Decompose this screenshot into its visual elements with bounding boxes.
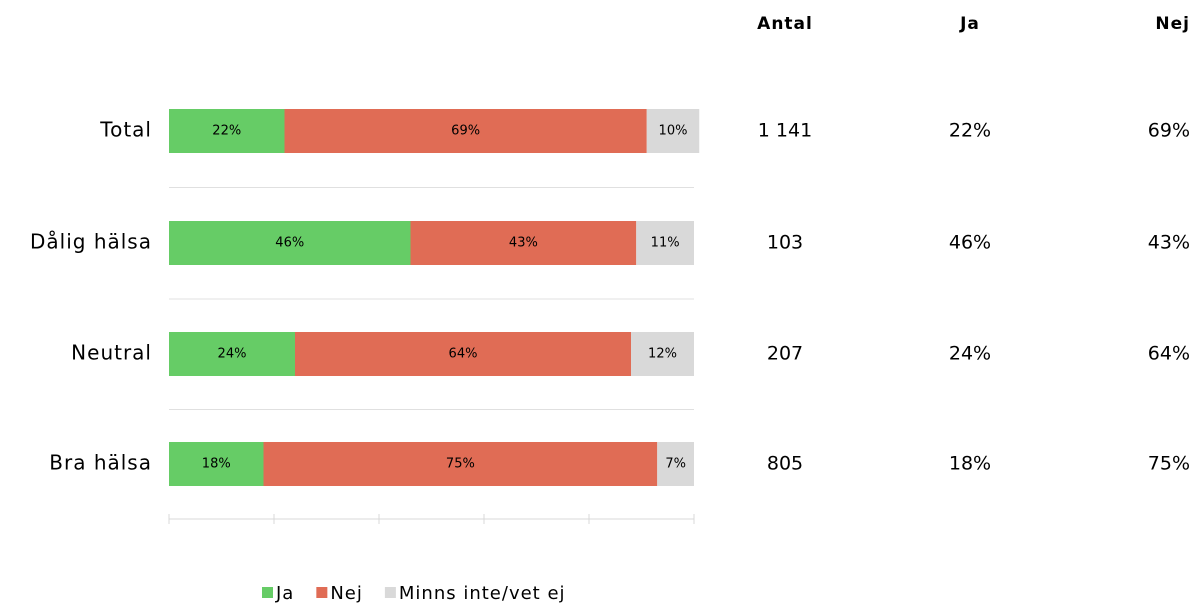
table-cell: 207 [767,343,803,365]
table-header: Ja [959,14,980,34]
table-cell: 64% [1148,343,1190,365]
bar-value-label: 18% [202,457,231,472]
bar-segment [631,332,694,376]
legend-swatch [262,587,273,598]
bar-value-label: 75% [446,457,475,472]
legend-swatch [384,587,396,598]
bar-value-label: 7% [665,457,686,472]
table-header: Nej [1155,14,1190,34]
bar-value-label: 69% [451,124,480,139]
bar-value-label: 46% [275,236,304,251]
table-cell: 18% [949,453,991,475]
bar-value-label: 22% [212,124,241,139]
category-label: Bra hälsa [49,451,152,475]
legend-label: Nej [330,583,363,604]
bar-value-label: 24% [218,347,247,362]
bar-segment [169,442,264,486]
category-label: Dålig hälsa [30,230,152,254]
legend-swatch [316,587,328,598]
bar-segment [169,109,285,153]
table-cell: 1 141 [758,120,812,142]
bar-segment [410,221,637,265]
legend-label: Ja [275,583,294,604]
bar-value-label: 12% [648,347,677,362]
bar-value-label: 43% [509,236,538,251]
table-cell: 805 [767,453,803,475]
table-cell: 24% [949,343,991,365]
table-cell: 22% [949,120,991,142]
bar-segment [646,109,700,153]
bar-value-label: 64% [449,347,478,362]
bar-segment [657,442,694,486]
bar-segment [169,332,295,376]
table-cell: 69% [1148,120,1190,142]
bar-segment [636,221,694,265]
bar-value-label: 11% [651,236,680,251]
table-cell: 75% [1148,453,1190,475]
bar-segment [169,221,411,265]
bar-segment [263,442,658,486]
table-cell: 103 [767,232,803,254]
table-header: Antal [757,14,813,34]
category-label: Neutral [71,341,152,365]
table-cell: 43% [1148,232,1190,254]
legend-label: Minns inte/vet ej [399,583,566,604]
bar-segment [295,332,631,376]
table-cell: 46% [949,232,991,254]
bar-value-label: 10% [659,124,688,139]
category-label: Total [99,118,152,142]
bar-segment [284,109,647,153]
